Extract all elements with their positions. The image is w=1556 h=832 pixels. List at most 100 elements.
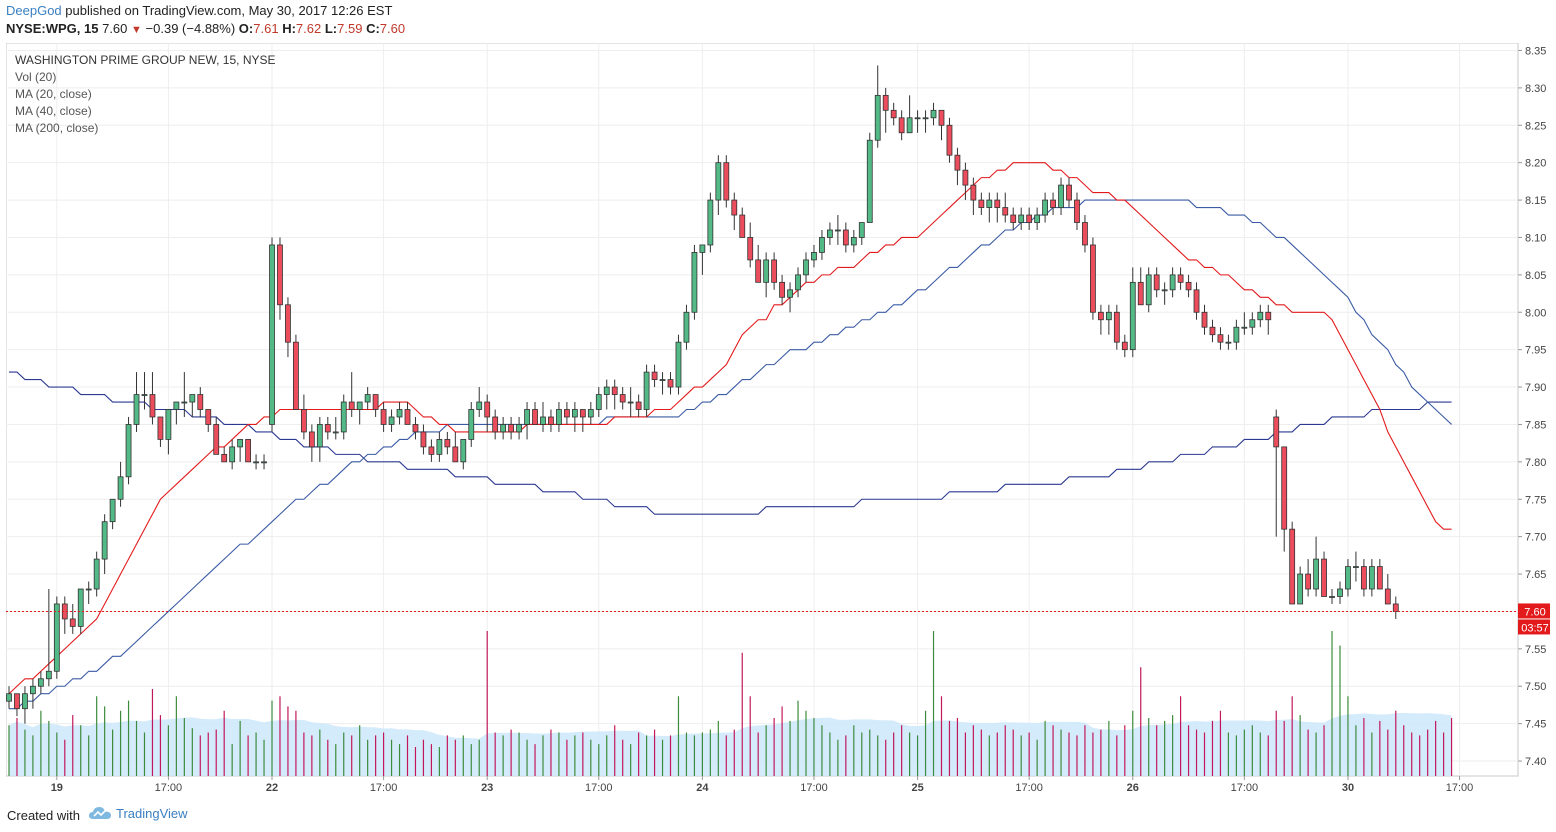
candle-body bbox=[1082, 222, 1088, 246]
legend-vol[interactable]: Vol (20) bbox=[15, 70, 56, 84]
volume-ma-area bbox=[9, 712, 1452, 776]
candle-body bbox=[1241, 326, 1248, 329]
x-tick-label: 17:00 bbox=[800, 782, 828, 794]
candle-body bbox=[1026, 214, 1033, 223]
candle-body bbox=[739, 214, 746, 238]
candle-body bbox=[978, 199, 985, 208]
candle-body bbox=[1177, 274, 1184, 283]
legend-ma40[interactable]: MA (40, close) bbox=[15, 104, 92, 118]
candle-body bbox=[1376, 566, 1383, 590]
x-tick-label: 30 bbox=[1342, 782, 1354, 794]
candle-body bbox=[364, 394, 371, 403]
tradingview-name[interactable]: TradingView bbox=[116, 805, 188, 821]
x-tick-label: 17:00 bbox=[370, 782, 398, 794]
y-tick-label: 7.90 bbox=[1525, 382, 1546, 394]
publish-line: DeepGod published on TradingView.com, Ma… bbox=[6, 3, 392, 18]
time-axis[interactable]: 19 17:00 22 17:00 23 17:00 24 17:00 25 17:00 26 17:… bbox=[51, 776, 1550, 794]
volume-ma-fill bbox=[9, 712, 1452, 776]
candle-body bbox=[882, 94, 889, 111]
x-tick-label: 19 bbox=[51, 782, 63, 794]
candle-body bbox=[1097, 311, 1104, 321]
down-triangle-icon: ▼ bbox=[131, 24, 142, 36]
candle-body bbox=[874, 94, 881, 141]
candle-body bbox=[396, 409, 403, 418]
candle-body bbox=[1074, 199, 1080, 223]
y-tick-label: 7.55 bbox=[1525, 644, 1546, 656]
candle-body bbox=[866, 139, 873, 223]
candle-body bbox=[906, 117, 913, 134]
candle-body bbox=[627, 401, 634, 404]
candle-body bbox=[1193, 289, 1200, 313]
candle-body bbox=[300, 409, 307, 433]
candle-body bbox=[1185, 281, 1192, 291]
legend-ma200[interactable]: MA (200, close) bbox=[15, 121, 98, 135]
candle-body bbox=[428, 446, 435, 455]
y-tick-label: 7.85 bbox=[1525, 419, 1546, 431]
y-tick-label: 7.40 bbox=[1525, 756, 1546, 768]
legend-title: WASHINGTON PRIME GROUP NEW, 15, NYSE bbox=[15, 53, 276, 67]
candle-body bbox=[1010, 214, 1017, 223]
candle-body bbox=[1161, 289, 1168, 292]
candle-body bbox=[30, 685, 36, 695]
candle-body bbox=[970, 184, 977, 201]
candle-body bbox=[1313, 558, 1319, 590]
candle-body bbox=[659, 379, 666, 381]
indicator-legend: WASHINGTON PRIME GROUP NEW, 15, NYSE Vol… bbox=[15, 53, 276, 135]
candle-body bbox=[316, 424, 323, 448]
tradingview-brand[interactable]: TradingView bbox=[88, 805, 188, 821]
y-tick-label: 7.45 bbox=[1525, 719, 1546, 731]
y-tick-label: 8.25 bbox=[1525, 120, 1546, 132]
y-tick-label: 7.70 bbox=[1525, 532, 1546, 544]
chart-header: DeepGod published on TradingView.com, Ma… bbox=[0, 0, 1556, 40]
bar-countdown: 03:57 bbox=[1521, 622, 1549, 634]
candle-body bbox=[6, 693, 12, 702]
x-tick-label: 26 bbox=[1127, 782, 1139, 794]
author-link[interactable]: DeepGod bbox=[6, 3, 62, 18]
x-tick-label: 17:00 bbox=[1231, 782, 1259, 794]
chart-frame: 8.35 8.30 8.25 8.20 8.15 8.10 8.05 8.00 7.95 7.90… bbox=[5, 42, 1552, 797]
x-tick-label: 22 bbox=[266, 782, 278, 794]
candle-body bbox=[1050, 199, 1056, 208]
candle-body bbox=[468, 409, 475, 440]
candle-body bbox=[213, 424, 220, 455]
candle-body bbox=[245, 439, 252, 463]
candle-body bbox=[1289, 528, 1296, 605]
y-tick-label: 7.50 bbox=[1525, 681, 1546, 693]
candle-body bbox=[444, 439, 451, 448]
candle-body bbox=[643, 371, 650, 410]
candle-body bbox=[1034, 214, 1041, 223]
candle-body bbox=[109, 498, 116, 523]
y-tick-label: 7.75 bbox=[1525, 494, 1546, 506]
candle-body bbox=[1321, 558, 1327, 597]
candle-body bbox=[237, 439, 244, 448]
legend-ma20[interactable]: MA (20, close) bbox=[15, 87, 92, 101]
candle-body bbox=[205, 409, 212, 425]
low-value: 7.59 bbox=[337, 21, 363, 36]
candle-body bbox=[157, 416, 164, 440]
candle-body bbox=[827, 229, 833, 238]
price-chart[interactable]: 8.35 8.30 8.25 8.20 8.15 8.10 8.05 8.00 7.95 7.90… bbox=[5, 42, 1552, 797]
candle-body bbox=[293, 341, 299, 410]
low-label: L: bbox=[324, 21, 338, 36]
candle-body bbox=[611, 386, 618, 395]
candlesticks bbox=[6, 65, 1399, 724]
price-axis[interactable]: 8.35 8.30 8.25 8.20 8.15 8.10 8.05 8.00 7.95 7.90… bbox=[1518, 45, 1546, 768]
candle-body bbox=[707, 199, 714, 246]
candle-body bbox=[595, 394, 602, 410]
candle-body bbox=[579, 409, 586, 418]
candle-body bbox=[548, 416, 554, 425]
candle-body bbox=[587, 409, 594, 418]
candle-body bbox=[508, 424, 515, 433]
candle-body bbox=[1018, 214, 1025, 223]
candle-body bbox=[819, 237, 825, 253]
y-tick-label: 7.95 bbox=[1525, 345, 1546, 357]
ohlc-line: NYSE:WPG, 15 7.60 ▼ −0.39 (−4.88%) O:7.6… bbox=[6, 21, 405, 36]
candle-body bbox=[460, 439, 467, 463]
candle-body bbox=[1090, 244, 1096, 313]
candle-body bbox=[850, 237, 857, 246]
candle-body bbox=[1209, 326, 1216, 336]
candle-body bbox=[269, 244, 275, 425]
candle-body bbox=[165, 409, 172, 440]
y-tick-label: 8.30 bbox=[1525, 83, 1546, 95]
candle-body bbox=[1353, 566, 1359, 568]
